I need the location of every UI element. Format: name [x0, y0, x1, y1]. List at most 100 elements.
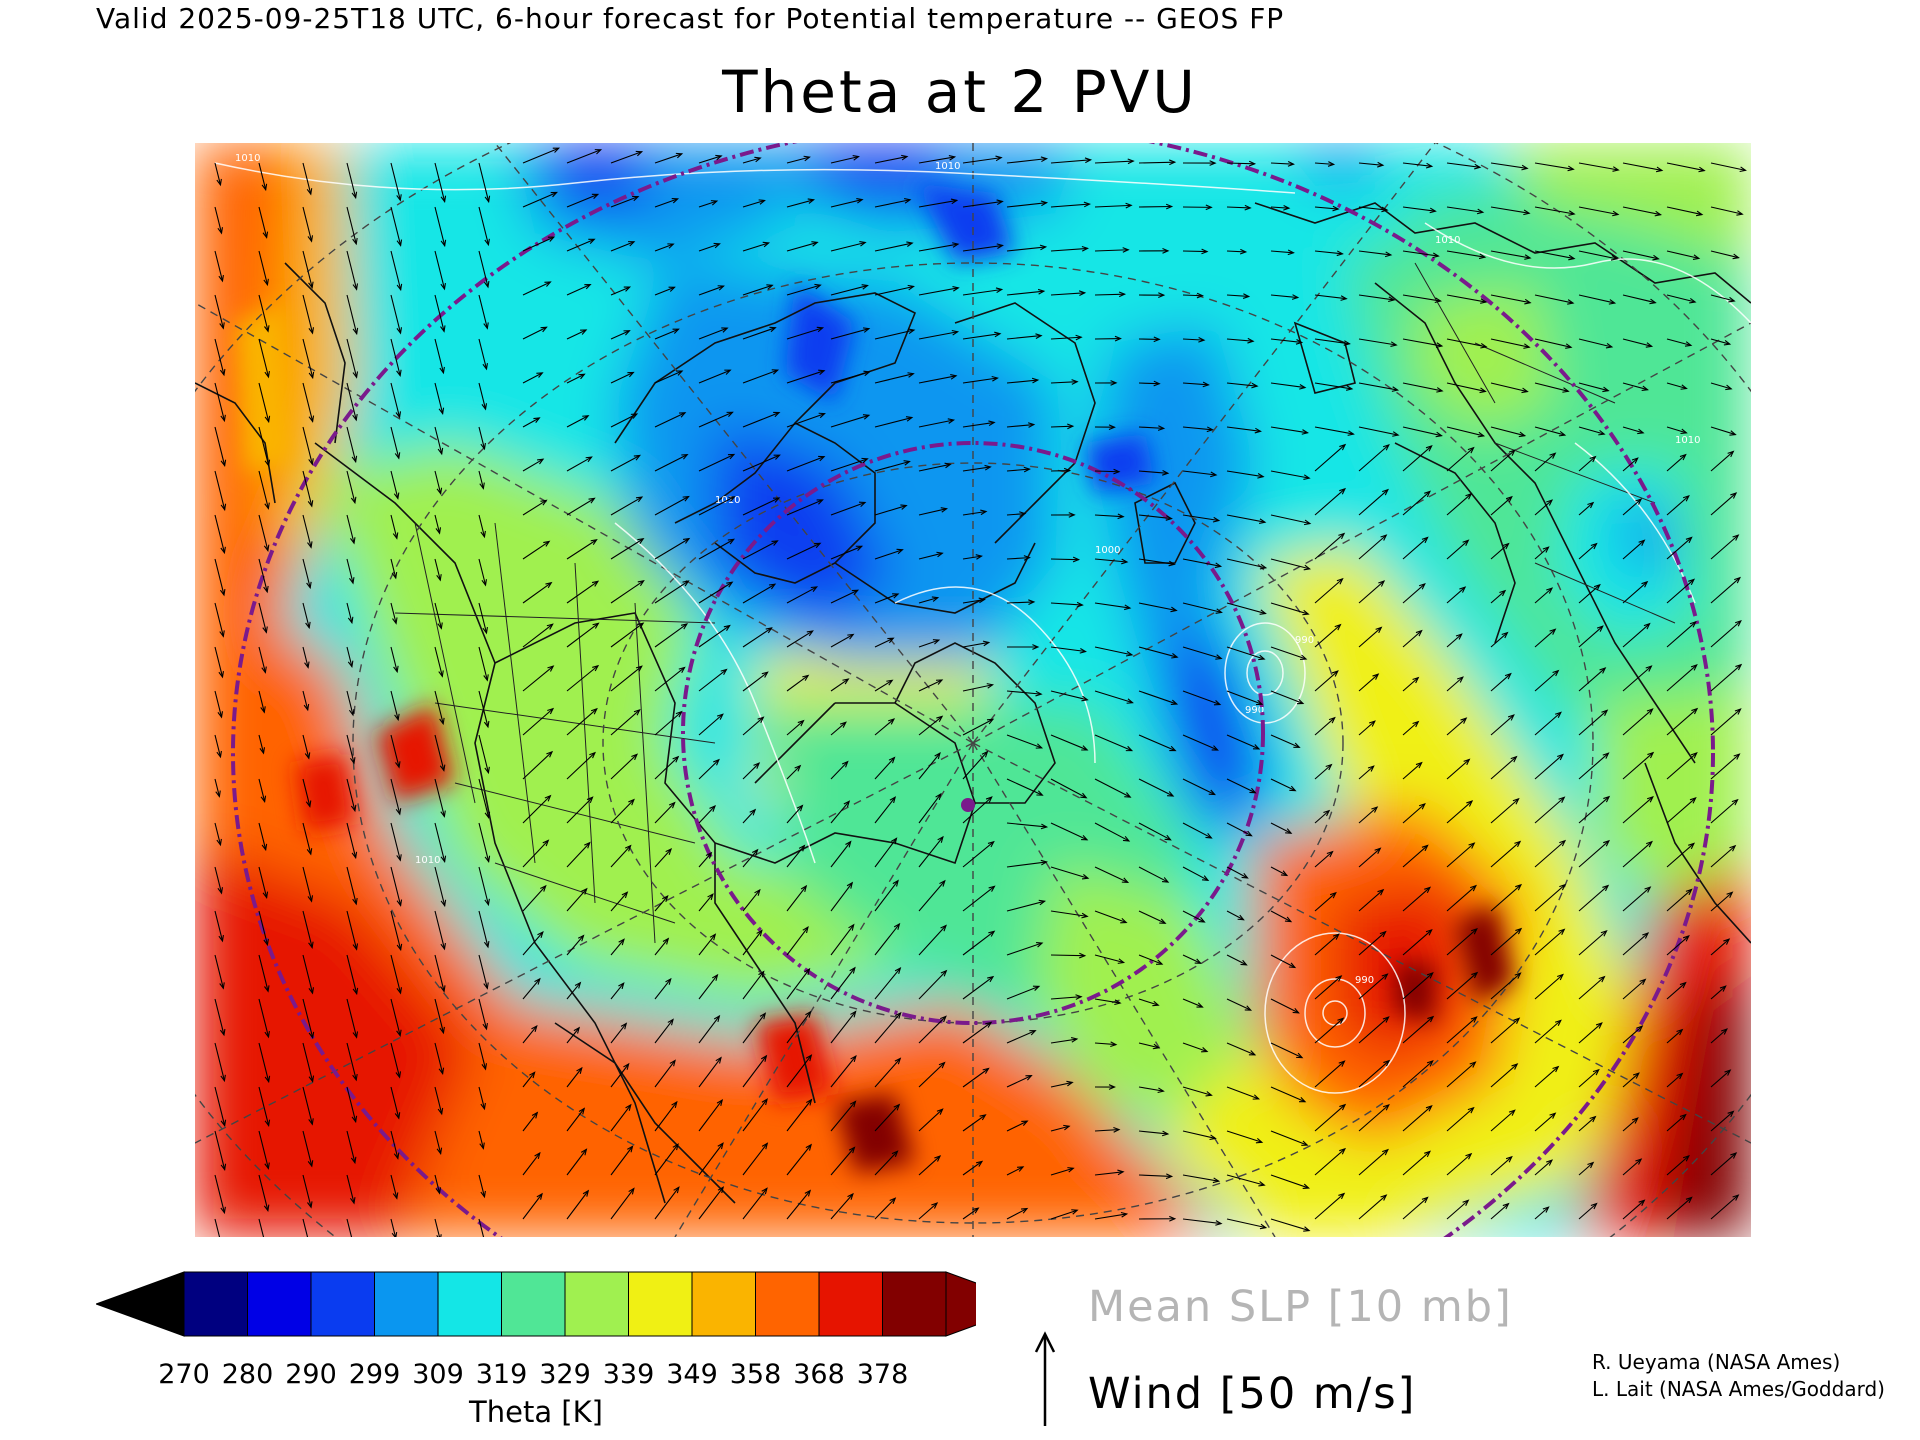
wind-vector: [610, 496, 643, 516]
wind-vector: [258, 646, 266, 673]
wind-vector: [1490, 1156, 1513, 1176]
wind-vector: [1226, 162, 1255, 165]
wind-vector-head: [1502, 542, 1510, 550]
wind-vector: [742, 1013, 766, 1044]
wind-vector: [214, 470, 226, 510]
wind-vector: [1534, 754, 1564, 780]
wind-vector-head: [894, 1057, 902, 1065]
wind-vector: [962, 421, 995, 428]
wind-vector: [830, 1055, 857, 1088]
wind-vector-head: [761, 671, 769, 678]
wind-vector: [566, 982, 581, 1000]
wind-vector: [1050, 646, 1086, 653]
wind-vector: [1490, 382, 1528, 393]
wind-vector-head: [1162, 877, 1170, 883]
wind-vector: [1226, 558, 1266, 569]
wind-vector-head: [1336, 577, 1344, 585]
wind-vector-head: [1470, 884, 1477, 892]
wind-vector-head: [1559, 883, 1567, 891]
wind-vector: [874, 549, 903, 560]
wind-vector: [1226, 1130, 1263, 1143]
wind-vector-head: [1510, 755, 1518, 763]
wind-vector: [1490, 294, 1531, 304]
wind-vector: [1446, 250, 1485, 258]
wind-vector-head: [814, 542, 822, 549]
wind-vector: [1050, 292, 1085, 296]
wind-vector-head: [1602, 386, 1610, 393]
wind-vector-head: [816, 499, 824, 505]
wind-vector: [1622, 1025, 1643, 1044]
wind-vector-head: [1258, 654, 1266, 661]
wind-vector-head: [545, 581, 553, 589]
wind-vector-head: [216, 838, 222, 847]
wind-vector-head: [1377, 888, 1385, 896]
wind-vector-head: [1019, 511, 1027, 517]
wind-vector-head: [758, 199, 766, 205]
wind-vector: [1094, 204, 1132, 208]
wind-vector: [434, 1042, 444, 1074]
wind-vector-head: [350, 1156, 357, 1165]
wind-vector-head: [1211, 745, 1219, 751]
slp-contour-label: 990: [1245, 705, 1264, 716]
wind-vector: [786, 327, 823, 340]
wind-vector-head: [1380, 534, 1388, 541]
wind-vector: [698, 155, 722, 164]
wind-vector-head: [547, 707, 555, 715]
wind-vector-head: [665, 977, 672, 985]
wind-vector: [434, 822, 446, 862]
wind-vector: [1666, 495, 1690, 516]
wind-vector-head: [760, 1054, 768, 1062]
wind-vector: [1710, 620, 1742, 648]
wind-vector-head: [531, 1024, 538, 1032]
wind-vector-head: [1425, 444, 1433, 452]
wind-vector-head: [217, 887, 223, 895]
wind-vector-head: [627, 371, 635, 378]
wind-vector: [874, 593, 899, 604]
wind-vector: [1050, 910, 1088, 917]
wind-vector: [1490, 250, 1531, 259]
wind-vector-head: [988, 420, 996, 427]
wind-vector-head: [592, 664, 600, 672]
wind-vector-head: [768, 583, 777, 590]
wind-vector-head: [1476, 208, 1485, 215]
wind-vector: [522, 1071, 536, 1088]
wind-vector: [478, 558, 487, 586]
wind-vector-head: [1388, 296, 1396, 303]
wind-vector: [566, 1149, 587, 1176]
wind-vector: [1006, 557, 1030, 560]
wind-vector: [346, 1174, 355, 1204]
wind-vector-head: [219, 982, 225, 990]
wind-vector-head: [352, 987, 359, 996]
wind-vector-head: [936, 715, 944, 722]
wind-vector: [1226, 602, 1266, 615]
wind-vector: [1666, 294, 1696, 303]
wind-vector: [390, 734, 400, 768]
wind-vector-head: [1600, 929, 1608, 937]
wind-vector: [1050, 203, 1090, 208]
wind-vector-head: [1567, 165, 1575, 172]
wind-vector-head: [218, 671, 224, 679]
wind-vector: [478, 602, 488, 634]
wind-vector-head: [1435, 342, 1444, 348]
wind-vector: [478, 822, 490, 862]
wind-vector-head: [1303, 474, 1311, 480]
wind-vector-head: [1168, 560, 1176, 567]
wind-vector: [1578, 1116, 1596, 1132]
wind-vector-head: [304, 752, 311, 760]
wind-vector-head: [1121, 558, 1129, 565]
wind-vector-head: [796, 804, 804, 812]
wind-vector: [1490, 1017, 1520, 1044]
wind-vector-head: [1639, 978, 1647, 986]
wind-vector-head: [1081, 834, 1089, 841]
wind-vector-head: [723, 624, 731, 631]
wind-vector: [1226, 778, 1256, 794]
wind-vector: [478, 1218, 485, 1237]
wind-vector-head: [628, 1187, 635, 1195]
wind-vector-head: [1325, 763, 1333, 771]
wind-vector: [1358, 162, 1383, 166]
wind-vector-head: [1327, 161, 1336, 167]
wind-vector: [1138, 514, 1172, 520]
wind-vector-head: [1300, 654, 1308, 660]
wind-vector-head: [307, 541, 313, 549]
wind-vector-head: [934, 752, 941, 760]
